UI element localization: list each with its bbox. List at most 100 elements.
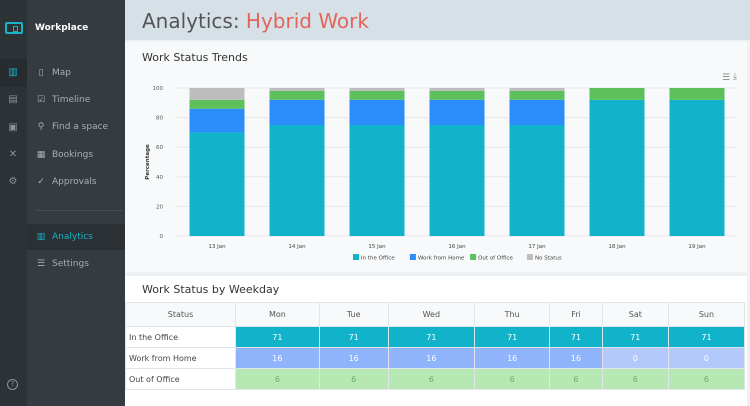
bar-segment [349, 88, 405, 91]
settings-icon: ☰ [36, 259, 46, 269]
cell: 6 [667, 368, 746, 390]
icon-rail: ▥ ▤ ▣ ✕ ⚙ ? [0, 0, 27, 406]
sidebar-item-find-space[interactable]: ⚲ Find a space [27, 114, 125, 140]
bar-segment [349, 125, 405, 236]
row-label: Out of Office [125, 368, 236, 390]
timeline-icon: ☑ [36, 95, 46, 105]
sidebar-item-analytics[interactable]: ▥ Analytics [27, 224, 125, 250]
approvals-icon: ✓ [37, 177, 45, 187]
title-prefix: Analytics: [142, 9, 240, 33]
cell: 71 [387, 326, 476, 348]
trends-card: Work Status Trends ☰ ⤓ 0 20 40 60 80 100 Perce… [125, 42, 747, 272]
bar-segment [669, 99, 725, 236]
page-header: Analytics: Hybrid Work [125, 0, 750, 40]
trends-chart: 0 20 40 60 80 100 Percentage 13 Jan 14 Jan 15 Jan… [145, 86, 737, 262]
x-tick-label: 15 Jan [368, 244, 386, 250]
network-icon[interactable]: ✕ [8, 149, 18, 160]
y-tick-label: 80 [156, 116, 163, 122]
trends-title: Work Status Trends [142, 51, 248, 64]
search-icon: ⚲ [37, 122, 45, 132]
table-row: In the Office 71 71 71 71 71 71 71 [125, 326, 746, 348]
y-tick-label: 40 [156, 175, 163, 181]
y-tick-label: 100 [153, 86, 164, 92]
legend-swatch [527, 254, 533, 260]
column-header: Sun [667, 302, 746, 327]
cell: 16 [474, 347, 551, 369]
sidebar-item-timeline[interactable]: ☑ Timeline [27, 87, 125, 113]
bar-segment [349, 90, 405, 100]
legend-item: Out of Office [478, 256, 513, 262]
sidebar-item-map[interactable]: ▯ Map [27, 60, 125, 86]
bar-segment [349, 99, 405, 125]
badge-icon[interactable]: ▣ [8, 122, 18, 133]
bar-segment [269, 88, 325, 91]
bar-segment [269, 99, 325, 125]
menu-icon[interactable]: ☰ [722, 73, 731, 83]
cell: 71 [235, 326, 320, 348]
table-header-row: Status Mon Tue Wed Thu Fri Sat Sun [125, 302, 746, 327]
bar-segment [509, 90, 565, 100]
cell: 71 [474, 326, 551, 348]
sidebar-item-settings[interactable]: ☰ Settings [27, 251, 125, 277]
x-tick-label: 18 Jan [608, 244, 626, 250]
bar-segment [189, 132, 245, 236]
column-header: Mon [235, 302, 320, 327]
x-tick-label: 13 Jan [208, 244, 226, 250]
column-header: Wed [387, 302, 476, 327]
x-tick-label: 14 Jan [288, 244, 306, 250]
bar-segment [669, 88, 725, 100]
sidebar-item-label: Approvals [52, 177, 97, 187]
x-tick-label: 19 Jan [688, 244, 706, 250]
column-header: Tue [318, 302, 389, 327]
bar-segment [189, 108, 245, 133]
cell: 16 [235, 347, 320, 369]
cell: 71 [318, 326, 389, 348]
title-highlight: Hybrid Work [245, 9, 369, 33]
cell: 71 [601, 326, 669, 348]
bar-segment [429, 88, 485, 91]
cell: 0 [601, 347, 669, 369]
sidebar-item-bookings[interactable]: ▦ Bookings [27, 142, 125, 168]
cell: 6 [318, 368, 389, 390]
legend-swatch [409, 254, 416, 260]
x-tick-label: 16 Jan [448, 244, 466, 250]
cell: 16 [387, 347, 476, 369]
table-row: Out of Office 6 6 6 6 6 6 6 [125, 368, 746, 390]
page-title: Analytics: Hybrid Work [142, 9, 369, 33]
legend-item: No Status [535, 256, 562, 262]
cell: 0 [667, 347, 746, 369]
bar-segment [509, 88, 565, 91]
sidebar-item-label: Analytics [52, 232, 93, 242]
bar-segment [589, 88, 645, 100]
y-tick-label: 60 [156, 145, 163, 151]
divider [35, 210, 123, 211]
calendar-icon[interactable]: ▤ [8, 94, 18, 105]
bookings-icon: ▦ [36, 150, 46, 160]
cell: 6 [549, 368, 603, 390]
legend-swatch [470, 254, 477, 260]
sidebar-item-label: Settings [52, 259, 89, 269]
cell: 6 [601, 368, 669, 390]
bar-segment [269, 90, 325, 100]
weekday-card: Work Status by Weekday Status Mon Tue We… [125, 276, 747, 406]
cell: 16 [318, 347, 389, 369]
bar-segment [589, 99, 645, 236]
bar-segment [189, 88, 245, 100]
download-icon[interactable]: ⤓ [733, 72, 737, 82]
column-header: Fri [549, 302, 603, 327]
cell: 71 [667, 326, 746, 348]
cell: 6 [474, 368, 551, 390]
rail-selected [0, 59, 27, 87]
help-icon[interactable]: ? [7, 379, 18, 390]
map-icon[interactable]: ▥ [8, 67, 18, 78]
bar-segment [429, 125, 485, 236]
gear-icon[interactable]: ⚙ [8, 176, 18, 187]
sidebar-item-approvals[interactable]: ✓ Approvals [27, 169, 125, 195]
sidebar-item-label: Find a space [52, 122, 109, 132]
legend-swatch [353, 254, 359, 260]
bar-segment [429, 99, 485, 125]
sidebar-item-label: Timeline [52, 95, 91, 105]
legend-item: Work from Home [418, 256, 465, 262]
sidebar: Workplace ▯ Map ☑ Timeline ⚲ Find a space ▦… [27, 0, 125, 406]
row-label: Work from Home [125, 347, 236, 369]
